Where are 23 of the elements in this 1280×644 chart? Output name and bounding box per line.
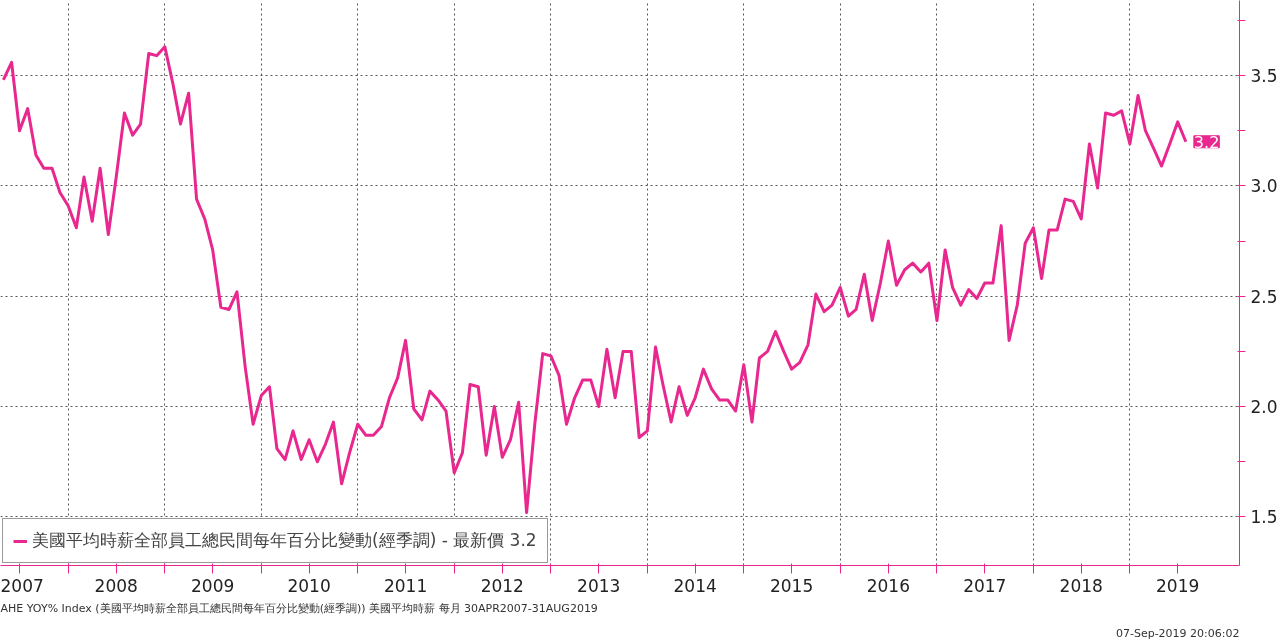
- x-tick-label: 2015: [769, 575, 814, 596]
- y-tick-label: 1.5: [1250, 507, 1278, 528]
- line-series: [1, 45, 1188, 515]
- annotation: 3.2: [1193, 132, 1220, 152]
- x-tick-label: 2018: [1059, 575, 1103, 596]
- x-tick-label: 2016: [866, 575, 910, 596]
- x-tick-label: 2019: [1156, 575, 1200, 596]
- x-tick-label: 2010: [287, 575, 331, 596]
- text: 07-Sep-2019 20:06:02: [1115, 626, 1240, 640]
- x-tick-label: 2008: [94, 575, 138, 596]
- x-tick-label: 2013: [577, 575, 621, 596]
- y-tick-label: 3.0: [1250, 176, 1278, 197]
- x-tick-label: 2017: [963, 575, 1007, 596]
- y-tick-label: 2.0: [1250, 397, 1278, 418]
- legend-label: 美國平均時薪全部員工總民間每年百分比變動(經季調) - 最新價 3.2: [32, 529, 537, 552]
- text: AHE YOY% Index (美國平均時薪全部員工總民間每年百分比變動(經季調)) 美國平均時薪 每月 30APR2007-31AUG2019: [0, 601, 598, 615]
- x-tick-label: 2007: [0, 575, 44, 596]
- x-tick-label: 2012: [480, 575, 524, 596]
- y-tick-label: 2.5: [1250, 286, 1278, 307]
- x-tick-label: 2009: [191, 575, 235, 596]
- x-tick-label: 2011: [383, 575, 428, 596]
- x-tick-label: 2014: [673, 575, 717, 596]
- y-tick-label: 3.5: [1250, 66, 1278, 87]
